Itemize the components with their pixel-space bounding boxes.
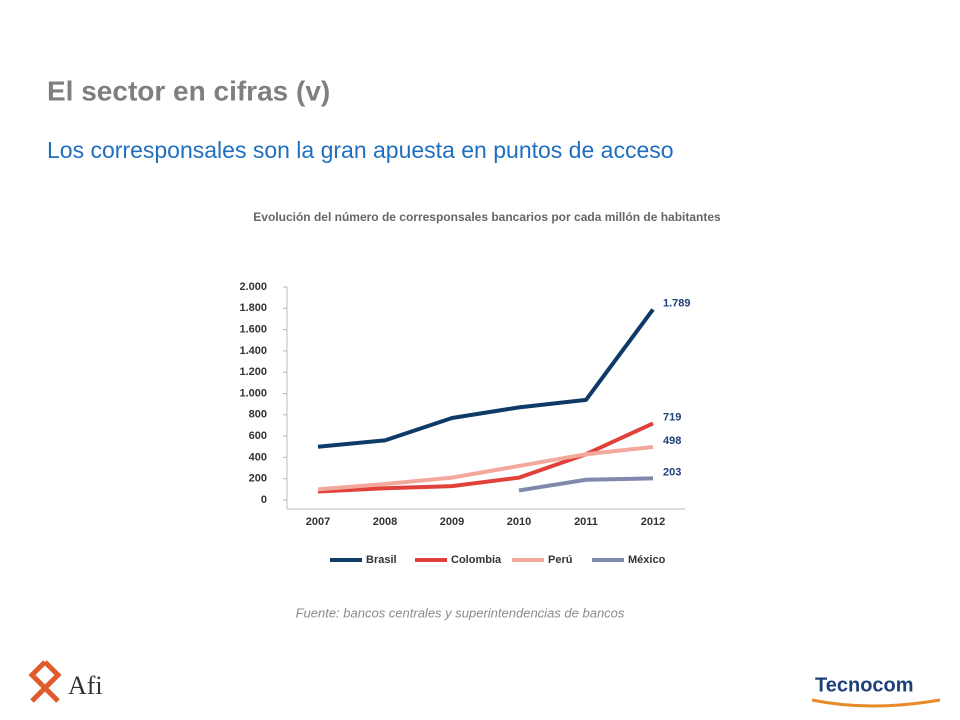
y-tick-label: 1.800 (239, 302, 267, 314)
series-line (317, 444, 654, 492)
series-line (317, 421, 654, 494)
x-tick-label: 2011 (574, 516, 598, 528)
data-label: 498 (663, 435, 681, 447)
x-tick-label: 2008 (373, 516, 397, 528)
slide-title: El sector en cifras (v) (47, 75, 330, 106)
series-line (317, 308, 655, 449)
x-tick-label: 2012 (641, 516, 665, 528)
slide-subtitle: Los corresponsales son la gran apuesta e… (47, 137, 674, 163)
x-tick-label: 2009 (440, 516, 464, 528)
source: Fuente: bancos centrales y superintenden… (296, 605, 625, 620)
y-tick-label: 400 (249, 451, 267, 463)
tecnocom-text: Tecnocom (815, 674, 914, 696)
tecnocom-swoosh (811, 698, 941, 708)
legend-label: Colombia (451, 554, 502, 566)
y-tick-label: 1.600 (239, 324, 267, 336)
legend-label: Brasil (366, 554, 397, 566)
y-tick-label: 200 (249, 473, 267, 485)
afi-icon (28, 660, 62, 703)
y-tick-label: 1.400 (239, 345, 267, 357)
tecnocom-logo: Tecnocom (811, 674, 941, 708)
afi-logo: Afi (28, 660, 103, 703)
data-label: 203 (663, 466, 681, 478)
y-tick-label: 600 (249, 430, 267, 442)
data-label: 1.789 (663, 297, 691, 309)
x-tick-label: 2010 (507, 516, 531, 528)
y-tick-label: 800 (249, 409, 267, 421)
y-tick-label: 1.200 (239, 366, 267, 378)
y-tick-label: 2.000 (239, 281, 267, 293)
legend-label: México (628, 554, 666, 566)
series-line (518, 476, 654, 493)
x-tick-label: 2007 (306, 516, 330, 528)
y-tick-label: 1.000 (239, 387, 267, 399)
y-tick-label: 0 (261, 494, 267, 506)
data-label: 719 (663, 411, 681, 423)
afi-text: Afi (68, 671, 103, 700)
legend-label: Perú (548, 554, 572, 566)
chart-title: Evolución del número de corresponsales b… (253, 210, 721, 224)
